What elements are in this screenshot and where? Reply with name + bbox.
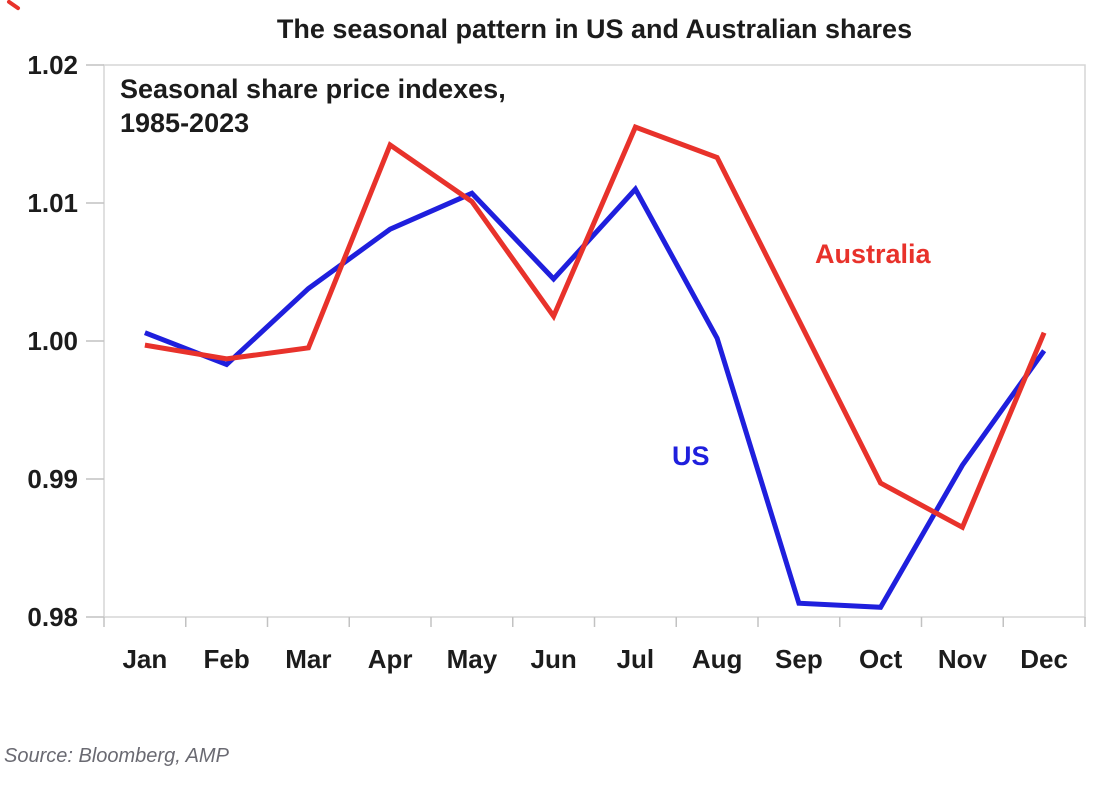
y-tick-label: 0.98 bbox=[27, 602, 78, 632]
x-tick-label: Oct bbox=[859, 644, 903, 674]
y-tick-label: 1.00 bbox=[27, 326, 78, 356]
y-tick-label: 1.02 bbox=[27, 50, 78, 80]
australia-line bbox=[144, 123, 1047, 531]
x-tick-label: Feb bbox=[204, 644, 250, 674]
subtitle-line-2: 1985-2023 bbox=[120, 108, 250, 138]
chart-subtitle: Seasonal share price indexes, 1985-2023 bbox=[120, 72, 506, 140]
x-tick-label: Apr bbox=[368, 644, 413, 674]
subtitle-line-1: Seasonal share price indexes, bbox=[120, 74, 506, 104]
source-note: Source: Bloomberg, AMP bbox=[4, 745, 229, 767]
x-tick-label: Jan bbox=[122, 644, 167, 674]
us-series-label: US bbox=[672, 441, 710, 471]
x-tick-label: Aug bbox=[692, 644, 743, 674]
chart-title: The seasonal pattern in US and Australia… bbox=[276, 14, 913, 44]
x-tick-label: Jul bbox=[617, 644, 655, 674]
us-line bbox=[143, 184, 1047, 610]
australia-series-label: Australia bbox=[815, 239, 931, 269]
y-tick-label: 0.99 bbox=[27, 464, 78, 494]
x-tick-label: May bbox=[447, 644, 498, 674]
x-tick-label: Jun bbox=[531, 644, 577, 674]
x-tick-label: Nov bbox=[938, 644, 988, 674]
x-tick-label: Dec bbox=[1020, 644, 1068, 674]
x-tick-label: Mar bbox=[285, 644, 331, 674]
y-tick-label: 1.01 bbox=[27, 188, 78, 218]
x-tick-label: Sep bbox=[775, 644, 823, 674]
